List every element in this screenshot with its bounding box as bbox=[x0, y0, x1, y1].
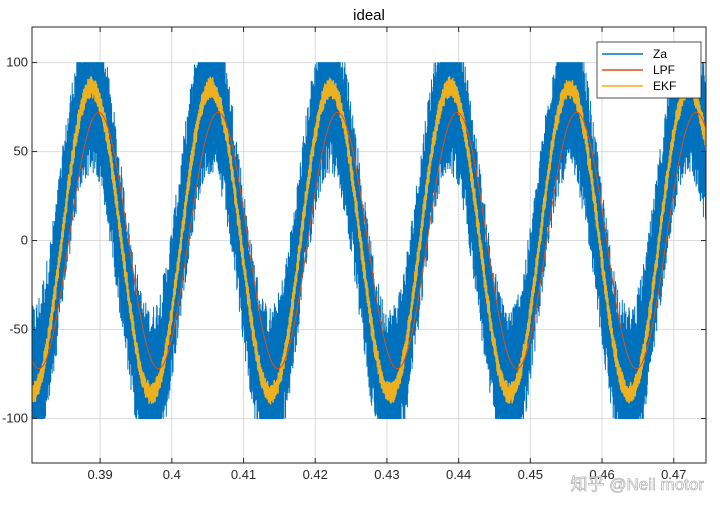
x-tick-label: 0.42 bbox=[303, 467, 328, 482]
y-tick-label: -100 bbox=[2, 411, 28, 426]
y-tick-label: 0 bbox=[21, 233, 28, 248]
x-tick-label: 0.39 bbox=[87, 467, 112, 482]
x-tick-label: 0.47 bbox=[661, 467, 686, 482]
x-tick-label: 0.41 bbox=[231, 467, 256, 482]
x-tick-label: 0.46 bbox=[589, 467, 614, 482]
y-tick-label: 100 bbox=[6, 55, 28, 70]
x-tick-label: 0.4 bbox=[163, 467, 181, 482]
series-line-ekf bbox=[32, 76, 706, 405]
axes-box bbox=[31, 26, 707, 464]
legend-label-lpf: LPF bbox=[653, 63, 675, 77]
x-tick-label: 0.43 bbox=[374, 467, 399, 482]
series-line-lpf bbox=[32, 111, 706, 370]
ticks: 0.39 0.4 0.41 0.42 0.43 0.44 0.45 0.46 0.47 -100 -… bbox=[2, 27, 706, 482]
legend-label-ekf: EKF bbox=[653, 79, 676, 93]
y-tick-label: -50 bbox=[9, 322, 28, 337]
chart-title: ideal bbox=[353, 7, 385, 24]
series-layer bbox=[32, 62, 706, 419]
x-tick-label: 0.44 bbox=[446, 467, 471, 482]
watermark-text: 知乎 @Neil motor bbox=[571, 475, 705, 494]
x-tick-label: 0.45 bbox=[518, 467, 543, 482]
legend-label-za: Za bbox=[653, 47, 667, 61]
y-tick-label: 50 bbox=[14, 144, 28, 159]
legend: Za LPF EKF bbox=[596, 41, 702, 99]
